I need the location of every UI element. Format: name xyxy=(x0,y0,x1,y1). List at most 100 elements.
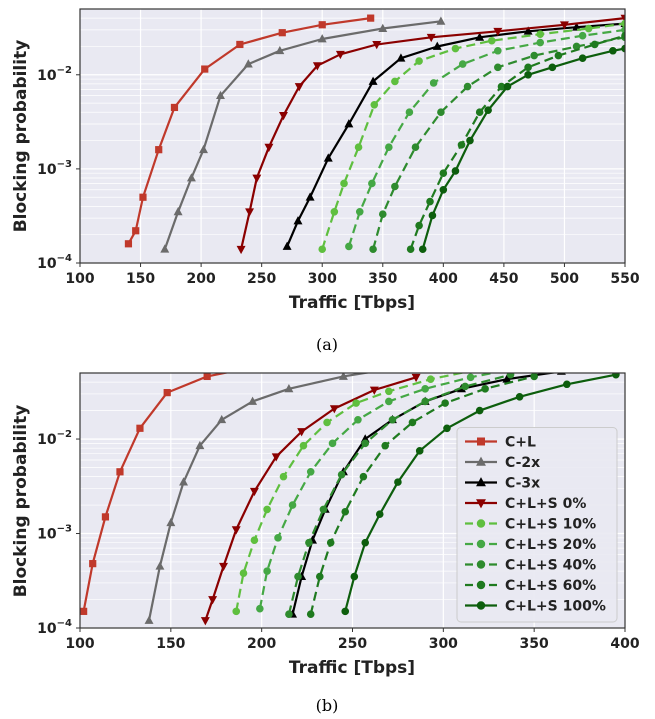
data-point xyxy=(274,534,282,542)
y-tick-label: 10−2 xyxy=(37,65,72,84)
legend-entry-c-l-s-20: C+L+S 20% xyxy=(465,537,596,553)
data-point xyxy=(436,16,446,25)
data-point xyxy=(341,607,350,616)
data-point xyxy=(466,373,475,382)
data-point xyxy=(263,505,271,514)
data-point xyxy=(406,245,415,254)
data-point xyxy=(451,167,460,175)
data-point xyxy=(494,46,502,55)
series-c-l-s-60 xyxy=(306,373,538,618)
data-point xyxy=(345,242,353,251)
data-point xyxy=(369,386,379,395)
legend-entry-c-l-s-0: C+L+S 0% xyxy=(465,496,586,512)
data-point xyxy=(394,478,402,486)
y-tick-labels: 10−4 10−3 10−2 xyxy=(37,429,80,637)
data-point xyxy=(208,596,218,605)
series-c-l-s-10 xyxy=(232,373,467,616)
data-point xyxy=(200,617,210,626)
data-point xyxy=(328,439,337,448)
x-tick-label: 300 xyxy=(308,271,337,287)
data-point xyxy=(391,77,399,86)
data-point xyxy=(271,453,281,462)
legend-label: C+L+S 10% xyxy=(505,517,596,533)
series-c-2x xyxy=(160,16,446,253)
series-line xyxy=(163,20,442,250)
data-point xyxy=(305,192,315,201)
y-tick-label: 10−4 xyxy=(37,253,72,272)
series-c-l-s-10 xyxy=(318,19,625,254)
data-point xyxy=(421,397,429,406)
data-point xyxy=(245,208,255,217)
y-tick-label: 10−2 xyxy=(37,429,72,448)
legend-marker xyxy=(476,499,486,509)
data-point xyxy=(217,414,227,424)
data-point xyxy=(278,112,288,121)
legend-marker xyxy=(476,580,486,590)
series-line xyxy=(235,373,467,612)
series-line xyxy=(127,17,371,245)
data-point xyxy=(418,245,427,254)
data-point xyxy=(335,50,345,60)
data-point xyxy=(536,30,545,38)
data-point xyxy=(263,567,271,575)
data-point xyxy=(590,40,599,49)
data-point xyxy=(368,179,376,188)
series-line xyxy=(309,375,535,615)
data-point xyxy=(340,179,348,188)
legend-entry-c-l-s-60: C+L+S 60% xyxy=(465,578,596,594)
caption-a: (a) xyxy=(316,335,338,354)
data-point xyxy=(275,45,285,55)
x-tick-labels: 100 150 200 250 300 350 400 450 500 550 xyxy=(65,263,640,287)
data-point xyxy=(80,607,88,615)
legend-box xyxy=(456,427,618,623)
data-point xyxy=(437,108,445,117)
x-tick-label: 100 xyxy=(65,636,94,652)
data-point xyxy=(258,362,264,368)
data-point xyxy=(173,206,183,216)
data-point xyxy=(264,143,274,153)
data-point xyxy=(475,32,485,41)
x-tick-label: 400 xyxy=(429,271,458,287)
data-point xyxy=(236,245,246,255)
data-point xyxy=(250,536,259,544)
data-point xyxy=(481,385,489,393)
data-point xyxy=(203,373,211,381)
data-point xyxy=(318,21,326,29)
data-point xyxy=(282,241,292,250)
data-point xyxy=(256,604,264,613)
data-point xyxy=(341,507,350,516)
series-line xyxy=(409,34,625,250)
data-point xyxy=(199,144,209,154)
data-point xyxy=(350,572,359,581)
data-point xyxy=(385,397,393,406)
data-point xyxy=(415,57,423,65)
series-line xyxy=(147,373,372,621)
data-point xyxy=(179,477,189,486)
data-point xyxy=(160,244,170,253)
data-point xyxy=(288,501,297,509)
series-line xyxy=(82,373,230,612)
data-point xyxy=(232,607,241,616)
data-point xyxy=(432,41,442,50)
data-point xyxy=(388,415,397,424)
data-point xyxy=(439,185,448,194)
legend-marker xyxy=(476,477,486,487)
data-point xyxy=(584,24,593,33)
data-point xyxy=(609,46,617,55)
data-point xyxy=(319,505,328,514)
data-point xyxy=(136,424,144,432)
data-point xyxy=(441,399,449,407)
series-layer xyxy=(80,362,620,626)
data-point xyxy=(297,428,307,437)
data-point xyxy=(524,63,532,72)
data-point xyxy=(166,517,176,527)
data-point xyxy=(368,76,378,85)
data-point xyxy=(396,53,406,62)
data-point xyxy=(475,108,484,117)
y-axis-label: Blocking probability xyxy=(11,405,31,598)
data-point xyxy=(466,136,474,145)
data-point xyxy=(231,526,241,535)
legend: C+L C-2x C-3x C+L+S 0% C+L+S 10% C+L+S 20% C+L… xyxy=(456,427,618,623)
series-c-l-s-0 xyxy=(236,14,625,255)
